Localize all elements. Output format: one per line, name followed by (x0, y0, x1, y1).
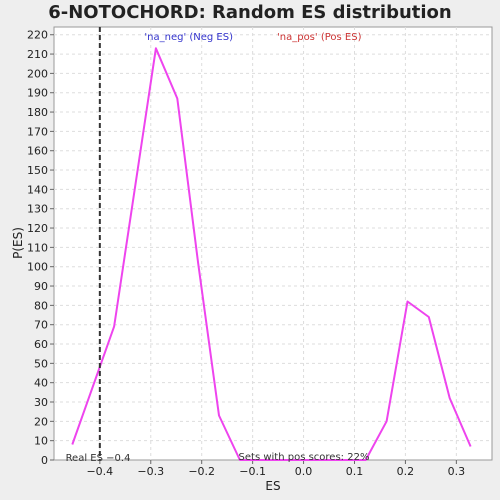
y-tick-label: 120 (27, 222, 48, 235)
x-tick-label: −0.3 (137, 465, 164, 478)
y-axis: 0 10 20 30 40 50 60 70 80 90 100 110 120 130 140 150 160… (27, 29, 54, 467)
y-tick-label: 50 (34, 357, 48, 370)
x-tick-label: 0.3 (448, 465, 466, 478)
legend: 'na_neg' (Neg ES) 'na_pos' (Pos ES) (144, 32, 361, 43)
real-es-label: Real ES −0.4 (66, 453, 131, 464)
y-tick-label: 0 (41, 454, 48, 467)
x-axis: −0.4 −0.3 −0.2 −0.1 0.0 0.1 0.2 0.3 (86, 460, 465, 478)
y-tick-label: 220 (27, 29, 48, 42)
x-tick-label: 0.1 (346, 465, 364, 478)
pos-scores-annotation: Sets with pos scores: 22% (239, 452, 370, 463)
y-tick-label: 170 (27, 125, 48, 138)
series-group (71, 47, 472, 461)
grid (54, 27, 492, 460)
legend-entry-pos: 'na_pos' (Pos ES) (277, 32, 362, 43)
legend-entry-neg: 'na_neg' (Neg ES) (144, 32, 233, 43)
y-tick-label: 60 (34, 338, 48, 351)
x-axis-label: ES (265, 479, 280, 493)
x-tick-label: 0.2 (397, 465, 415, 478)
y-axis-label: P(ES) (11, 227, 25, 259)
y-tick-label: 190 (27, 87, 48, 100)
y-tick-label: 90 (34, 280, 48, 293)
plot-area (53, 26, 493, 461)
es-distribution-line (71, 47, 472, 461)
y-tick-label: 140 (27, 183, 48, 196)
y-tick-label: 180 (27, 106, 48, 119)
y-tick-label: 150 (27, 164, 48, 177)
y-tick-label: 100 (27, 261, 48, 274)
x-tick-label: 0.0 (295, 465, 313, 478)
y-tick-label: 200 (27, 67, 48, 80)
x-tick-label: −0.4 (86, 465, 113, 478)
x-tick-label: −0.1 (239, 465, 266, 478)
chart-title: 6-NOTOCHORD: Random ES distribution (48, 2, 451, 23)
y-tick-label: 30 (34, 396, 48, 409)
y-tick-label: 210 (27, 48, 48, 61)
y-tick-label: 40 (34, 377, 48, 390)
x-tick-label: −0.2 (188, 465, 215, 478)
y-tick-label: 20 (34, 415, 48, 428)
y-tick-label: 130 (27, 203, 48, 216)
y-tick-label: 10 (34, 435, 48, 448)
y-tick-label: 80 (34, 299, 48, 312)
y-tick-label: 70 (34, 319, 48, 332)
y-tick-label: 110 (27, 241, 48, 254)
y-tick-label: 160 (27, 145, 48, 158)
